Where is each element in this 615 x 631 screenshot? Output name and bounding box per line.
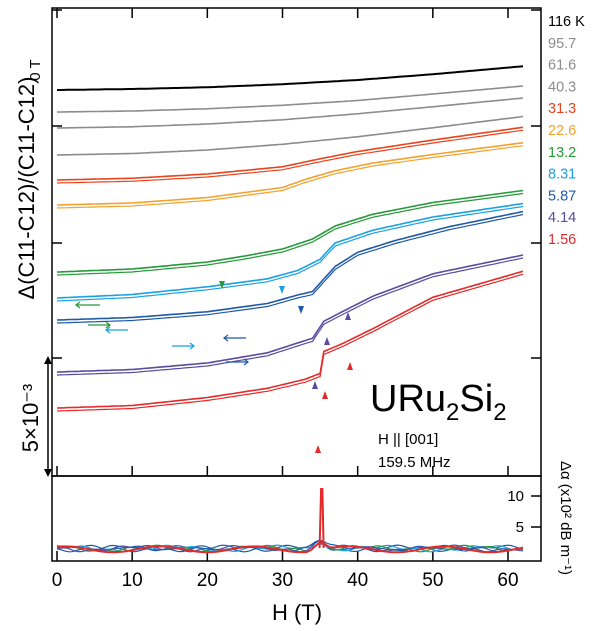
series-95-7: [57, 85, 524, 113]
x-tick-label-10: 10: [122, 570, 143, 591]
marker-4-14-c: [312, 381, 318, 389]
legend-label-5-87: 5.87: [548, 188, 576, 204]
series-116-K: [57, 65, 524, 91]
series-down-sweep-13-2: [56, 192, 524, 276]
marker-1-56-c: [315, 445, 321, 453]
lower-y-axis-title: Δα (x10² dB m⁻¹): [557, 461, 574, 575]
legend-label-22-6: 22.6: [548, 123, 576, 139]
series-down-sweep-5-87: [56, 213, 524, 324]
x-tick-label-20: 20: [197, 570, 218, 591]
lower-y-tick-10: 10: [507, 488, 524, 505]
series-down-sweep-4-14: [56, 257, 524, 376]
legend-label-116-K: 116 K: [548, 14, 585, 30]
x-tick-label-50: 50: [422, 570, 443, 591]
hysteresis-arrows: [75, 301, 249, 366]
upper-panel-series: [56, 65, 524, 412]
temperature-legend: 116 K 95.7 61.6 40.3 31.3 22.6 13.2 8.31 5.87 4.1…: [548, 14, 585, 248]
series-down-sweep-22-6: [56, 145, 524, 209]
attenuation-trace-0: [56, 539, 524, 553]
series-31-3: [56, 126, 524, 181]
lower-panel-frame: [51, 475, 542, 562]
field-direction-label: H || [001]: [378, 431, 438, 448]
marker-5-87: [298, 306, 304, 314]
legend-label-95-7: 95.7: [548, 36, 576, 52]
x-axis-ticks: [56, 8, 509, 561]
arrow-blue-right-1: [172, 342, 195, 350]
field-label: 0 T: [27, 59, 44, 80]
legend-label-13-2: 13.2: [548, 145, 576, 161]
marker-8-31: [279, 286, 285, 294]
series-8-31: [56, 202, 524, 299]
series-1-56: [56, 270, 524, 409]
compound-label: URu2Si2: [370, 378, 507, 426]
legend-label-8-31: 8.31: [548, 167, 576, 183]
marker-4-14-a: [324, 337, 330, 345]
scale-bar: [44, 356, 52, 477]
series-4-14: [56, 254, 524, 373]
x-axis-title: H (T): [272, 600, 322, 625]
arrow-green-right: [88, 321, 111, 329]
legend-label-31-3: 31.3: [548, 101, 576, 117]
upper-y-axis-title: Δ(C11-C12)/(C11-C12): [14, 77, 39, 300]
series-22-6: [56, 142, 524, 206]
lower-panel-series: [56, 488, 524, 554]
marker-13-2: [219, 281, 225, 289]
upper-y-ticks: [52, 9, 541, 359]
x-tick-label-30: 30: [272, 570, 293, 591]
series-down-sweep-8-31: [56, 205, 524, 302]
series-down-sweep-31-3: [56, 129, 524, 184]
marker-1-56-b: [347, 362, 353, 370]
series-13-2: [56, 189, 524, 273]
arrow-green-left: [75, 301, 100, 309]
marker-4-14-b: [345, 312, 351, 320]
lower-y-tick-5: 5: [516, 519, 524, 536]
series-40-3: [56, 115, 524, 156]
transition-markers: [219, 281, 353, 453]
legend-label-4-14: 4.14: [548, 210, 576, 226]
attenuation-spike: [318, 488, 325, 549]
x-axis-tick-labels: 0 10 20 30 40 50 60: [52, 570, 519, 591]
x-tick-label-40: 40: [347, 570, 368, 591]
arrow-blue-left-2: [223, 334, 246, 342]
arrow-blue-left-1: [105, 326, 128, 334]
series-down-sweep-1-56: [56, 273, 524, 412]
x-tick-label-0: 0: [52, 570, 63, 591]
series-5-87: [56, 210, 524, 321]
scale-bar-label: 5×10⁻³: [18, 384, 43, 453]
attenuation-trace-5: [56, 541, 524, 554]
legend-label-61-6: 61.6: [548, 58, 576, 74]
frequency-label: 159.5 MHz: [378, 454, 451, 471]
arrow-blue-right-2: [226, 358, 249, 366]
series-61-6: [56, 97, 524, 129]
lower-y-ticks: [531, 495, 541, 528]
legend-label-1-56: 1.56: [548, 232, 576, 248]
marker-1-56-a: [322, 391, 328, 399]
x-tick-label-60: 60: [497, 570, 518, 591]
legend-label-40-3: 40.3: [548, 79, 576, 95]
